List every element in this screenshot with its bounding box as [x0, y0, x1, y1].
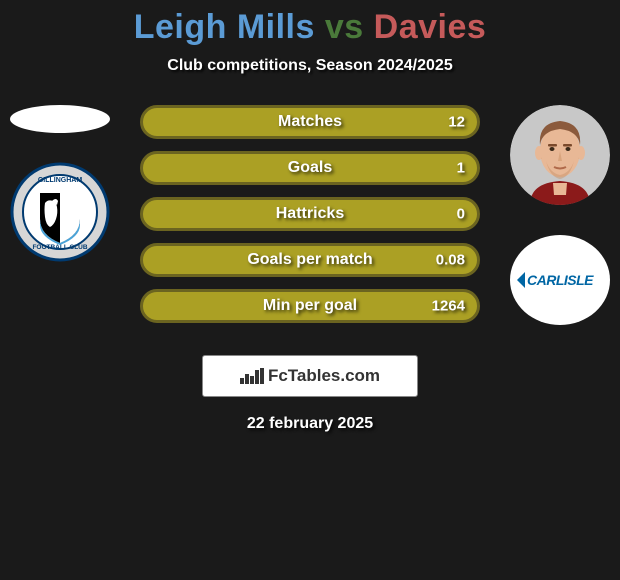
subtitle: Club competitions, Season 2024/2025 — [0, 57, 620, 75]
page-title: Leigh Mills vs Davies — [0, 8, 620, 47]
stat-right-value: 1 — [457, 160, 465, 177]
stat-bars: Matches 12 Goals 1 Hattricks 0 Goals per… — [140, 105, 480, 335]
title-player2: Davies — [374, 8, 487, 46]
stat-right-value: 1264 — [432, 298, 465, 315]
bar-chart-icon — [240, 368, 264, 384]
title-player1: Leigh Mills — [134, 8, 315, 46]
stat-label: Matches — [143, 113, 477, 131]
stat-row-hattricks: Hattricks 0 — [140, 197, 480, 231]
stat-right-value: 0.08 — [436, 252, 465, 269]
date-text: 22 february 2025 — [0, 415, 620, 433]
title-vs: vs — [325, 8, 364, 46]
stat-label: Min per goal — [143, 297, 477, 315]
right-column: CARLISLE — [510, 105, 610, 325]
svg-text:GILLINGHAM: GILLINGHAM — [38, 177, 82, 184]
stat-label: Goals — [143, 159, 477, 177]
fctables-text: FcTables.com — [268, 366, 380, 386]
gillingham-badge: GILLINGHAM FOOTBALL CLUB — [10, 157, 110, 267]
player1-photo-placeholder — [10, 105, 110, 133]
infographic-container: Leigh Mills vs Davies Club competitions,… — [0, 0, 620, 433]
stat-row-mpg: Min per goal 1264 — [140, 289, 480, 323]
stat-row-gpm: Goals per match 0.08 — [140, 243, 480, 277]
stat-right-value: 12 — [448, 114, 465, 131]
fctables-badge[interactable]: FcTables.com — [202, 355, 418, 397]
stat-label: Hattricks — [143, 205, 477, 223]
stat-right-value: 0 — [457, 206, 465, 223]
stat-row-matches: Matches 12 — [140, 105, 480, 139]
stat-row-goals: Goals 1 — [140, 151, 480, 185]
stat-label: Goals per match — [143, 251, 477, 269]
carlisle-text: CARLISLE — [527, 272, 594, 288]
stats-area: GILLINGHAM FOOTBALL CLUB — [0, 105, 620, 345]
player2-photo — [510, 105, 610, 205]
left-column: GILLINGHAM FOOTBALL CLUB — [10, 105, 110, 267]
carlisle-badge: CARLISLE — [510, 235, 610, 325]
svg-text:FOOTBALL CLUB: FOOTBALL CLUB — [32, 244, 87, 251]
